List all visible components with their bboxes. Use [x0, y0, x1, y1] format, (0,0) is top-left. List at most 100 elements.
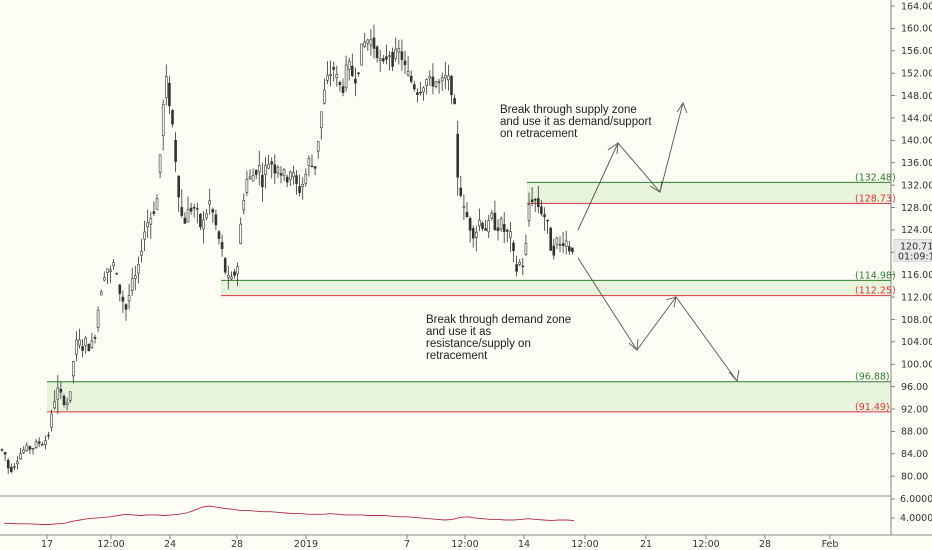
candle-body — [230, 276, 233, 280]
demand-zone-top-label: (114.98) — [855, 270, 896, 281]
candle-body — [456, 133, 460, 178]
candle-body — [543, 214, 546, 218]
candle-body — [177, 175, 180, 198]
candle-body — [196, 208, 199, 210]
candle-body — [571, 247, 574, 252]
candle-body — [558, 244, 562, 246]
countdown-label: 01:09:17 — [898, 251, 932, 262]
candle-body — [13, 466, 16, 468]
candle-body — [521, 265, 525, 268]
candle-body — [261, 174, 264, 188]
candle-body — [326, 74, 329, 81]
candle-body — [515, 264, 518, 272]
candle-body — [487, 220, 491, 233]
candle-body — [502, 224, 506, 232]
candle-body — [409, 75, 413, 82]
candle-body — [406, 70, 410, 76]
arrowhead — [649, 180, 663, 193]
candle-body — [115, 272, 118, 275]
candle-body — [459, 187, 463, 196]
candle-body — [75, 339, 78, 355]
candle-body — [50, 413, 53, 428]
candle-body — [118, 284, 122, 294]
candle-body — [496, 227, 500, 232]
candle-body — [465, 211, 469, 218]
candle-body — [155, 198, 159, 210]
y-tick-label: 104.00 — [901, 337, 932, 348]
candle-body — [316, 141, 320, 152]
candle-body — [143, 231, 146, 240]
candle-body — [350, 65, 354, 77]
candle-body — [134, 275, 137, 279]
candle-body — [44, 440, 47, 445]
y-tick-label: 116.00 — [901, 270, 932, 281]
candle-body — [416, 92, 419, 96]
candle-body — [443, 75, 447, 79]
y-tick-label: 88.00 — [901, 427, 928, 438]
candle-body — [481, 222, 484, 229]
candle-body — [524, 243, 528, 255]
candle-body — [369, 39, 373, 46]
candle-body — [96, 309, 100, 328]
x-tick-label: 12:00 — [451, 539, 478, 550]
y-tick-label: 108.00 — [901, 315, 932, 326]
candle-body — [248, 176, 252, 179]
candle-body — [552, 245, 556, 256]
candle-body — [307, 158, 311, 166]
candle-body — [22, 449, 26, 453]
candle-body — [304, 174, 308, 184]
candle-body — [555, 237, 559, 245]
candle-body — [440, 77, 444, 82]
x-tick-label: 12:00 — [692, 539, 719, 550]
lower-zone-bottom-label: (91.49) — [855, 402, 890, 413]
candle-body — [81, 346, 84, 351]
y-tick-label: 152.00 — [901, 68, 932, 79]
candle-body — [0, 449, 4, 451]
candle-body — [422, 87, 425, 93]
candle-body — [16, 461, 19, 465]
candle-body — [165, 76, 168, 98]
candle-body — [540, 206, 543, 214]
candle-body — [391, 52, 394, 67]
candle-body — [56, 387, 60, 400]
candle-body — [478, 219, 481, 227]
candle-body — [354, 78, 357, 84]
candle-body — [341, 86, 345, 93]
candle-body — [251, 175, 255, 182]
candle-body — [127, 294, 131, 302]
candle-body — [254, 170, 258, 175]
candle-body — [233, 271, 236, 276]
candle-body — [450, 76, 453, 96]
supply-annotation: Break through supply zone and use it as … — [500, 104, 655, 140]
x-tick-label: 17 — [41, 539, 53, 550]
candle-body — [285, 176, 289, 183]
candle-body — [158, 154, 162, 173]
candle-body — [103, 277, 106, 281]
candle-body — [65, 402, 69, 405]
candle-body — [273, 164, 277, 174]
candle-body — [288, 171, 292, 180]
candle-body — [28, 446, 32, 450]
candle-body — [468, 218, 472, 231]
candle-body — [332, 67, 336, 70]
candle-body — [329, 73, 332, 77]
candle-body — [375, 46, 379, 58]
candle-body — [437, 81, 441, 83]
candle-body — [546, 219, 549, 222]
indicator-line — [3, 505, 575, 525]
candle-body — [360, 43, 363, 66]
candle-body — [344, 64, 348, 89]
candle-body — [292, 172, 295, 178]
candle-body — [183, 217, 187, 224]
candle-body — [412, 84, 416, 90]
candle-body — [394, 48, 398, 59]
candle-body — [112, 262, 115, 266]
candle-body — [239, 223, 242, 244]
candle-body — [10, 466, 13, 472]
candle-body — [301, 184, 305, 188]
candle-body — [381, 58, 385, 62]
candle-body — [47, 434, 50, 437]
candle-body — [323, 89, 326, 104]
candle-body — [512, 242, 515, 251]
